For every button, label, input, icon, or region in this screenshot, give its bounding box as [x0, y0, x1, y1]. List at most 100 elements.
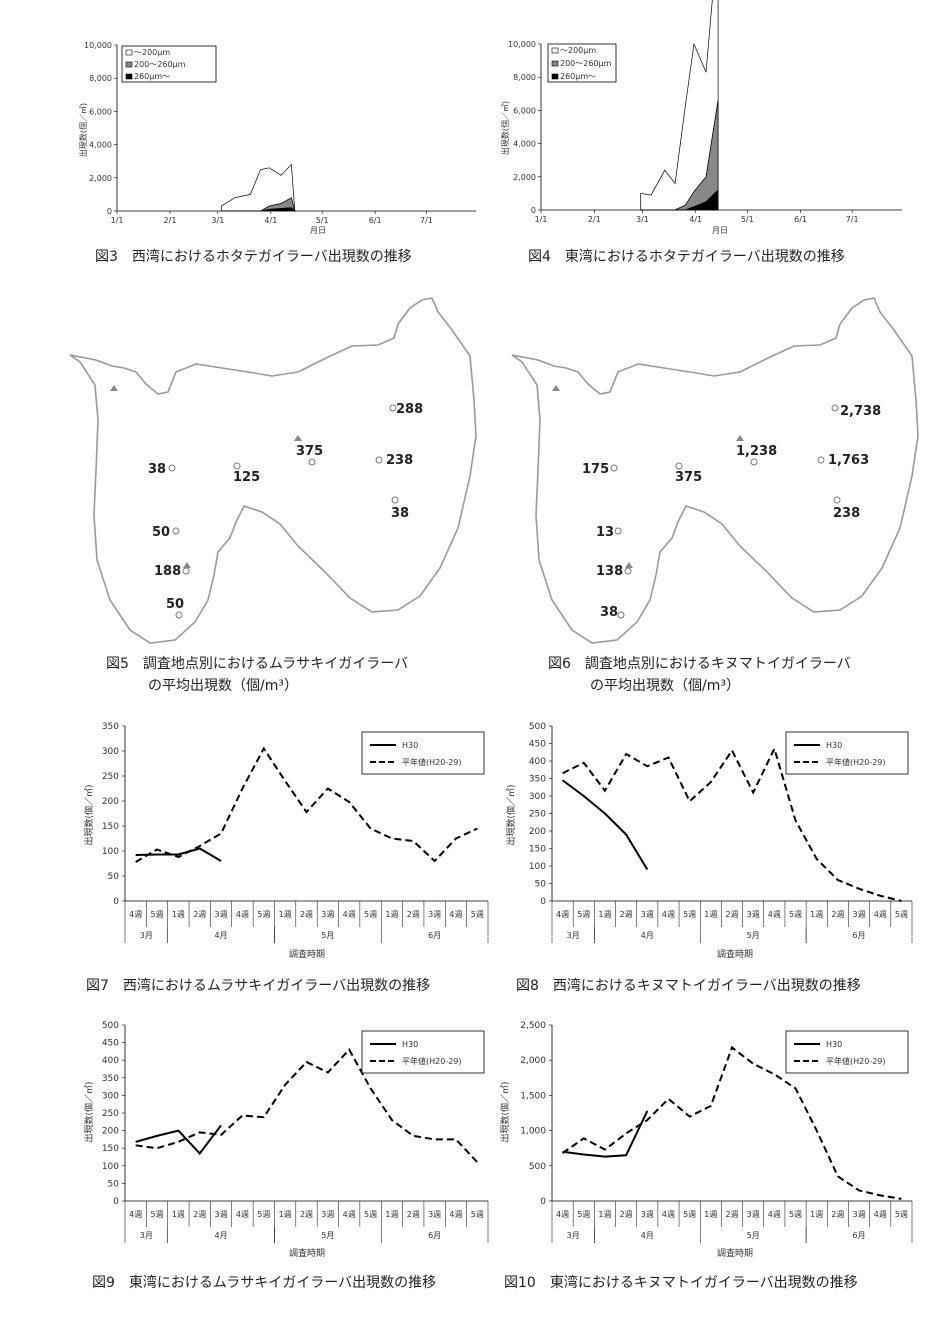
fig7-y-tick-label: 0: [113, 897, 119, 907]
fig6-station-circle: [833, 496, 841, 504]
fig5-station-label: 188: [154, 564, 181, 579]
fig4-legend-swatch-3: [551, 73, 559, 80]
fig6-station-label: 1,763: [828, 453, 869, 468]
fig6-caption-line2: の平均出現数（個/m³）: [590, 678, 740, 694]
fig7-month-label: 6月: [428, 931, 441, 940]
fig6-station-label: 375: [675, 470, 702, 485]
fig10-week-label: 5週: [683, 1210, 696, 1219]
fig9-week-label: 1週: [385, 1210, 398, 1219]
fig10-month-label: 5月: [747, 1231, 760, 1240]
fig9-xlabel: 調査時期: [289, 1247, 325, 1259]
fig3-x-tick-label: 5/1: [316, 216, 329, 225]
fig8-week-label: 2週: [831, 910, 844, 919]
fig9-series-h30: [135, 1124, 222, 1156]
fig8-week-label: 4週: [556, 910, 569, 919]
fig7-xlabel: 調査時期: [289, 948, 325, 960]
fig7-week-label: 4週: [129, 910, 142, 919]
fig4-legend-1: ～200μm: [560, 46, 596, 55]
fig9-caption: 図9 東湾におけるムラサキイガイラーバ出現数の推移: [92, 1274, 436, 1291]
fig3-x-tick-label: 1/1: [111, 216, 124, 225]
fig8-y-tick-label: 500: [529, 722, 546, 732]
fig8-month-label: 4月: [641, 931, 654, 940]
fig5-caption-line1: 図5 調査地点別におけるムラサキイガイラーバ: [106, 656, 408, 672]
fig4-legend-box: [547, 43, 617, 83]
fig7-y-tick-label: 100: [102, 847, 119, 857]
fig8-week-label: 5週: [683, 910, 696, 919]
fig9-ylabel: 出現数(個／㎥): [83, 1081, 95, 1142]
fig10-y-tick-label: 500: [529, 1162, 546, 1172]
fig8-y-tick-label: 150: [529, 845, 546, 855]
fig9-week-label: 2週: [300, 1210, 313, 1219]
fig8-series-h30: [561, 779, 649, 871]
fig4-x-tick-label: 7/1: [846, 215, 859, 224]
fig10-week-label: 2週: [725, 1210, 738, 1219]
fig7-series-average: [135, 746, 478, 863]
fig5-station-circle: [168, 464, 176, 472]
fig7-week-label: 2週: [193, 910, 206, 919]
fig9-y-tick-label: 250: [102, 1109, 119, 1119]
fig4-chart: 出現数(個／㎥) 月日 ～200μm 200～260μm 260μm～ 0 2,0…: [500, 0, 902, 235]
fig8-y-tick-label: 0: [540, 897, 546, 907]
fig7-chart: 出現数(個／㎥) 調査時期 0 50 100 150 200 250 300 350 4週 5週 1…: [83, 722, 489, 960]
fig3-x-tick-label: 2/1: [164, 216, 177, 225]
fig9-week-label: 3週: [428, 1210, 441, 1219]
fig3-legend-2: 200～260μm: [134, 60, 186, 69]
fig4-x-tick-label: 4/1: [689, 215, 702, 224]
fig8-month-label: 6月: [853, 931, 866, 940]
fig9-month-label: 5月: [321, 1231, 334, 1240]
fig10-ylabel: 出現数(個／㎥): [499, 1081, 511, 1142]
fig9-legend-h30: H30: [402, 1040, 418, 1049]
fig9-week-label: 5週: [364, 1210, 377, 1219]
fig5-station-label: 238: [386, 453, 413, 468]
fig9-month-label: 6月: [428, 1231, 441, 1240]
fig10-chart: 出現数(個／㎥) 調査時期 0 500 1,000 1,500 2,000 2,500 4週…: [499, 1021, 913, 1259]
fig9-y-tick-label: 300: [102, 1091, 119, 1101]
fig9-week-label: 4週: [129, 1210, 142, 1219]
fig10-week-label: 4週: [662, 1210, 675, 1219]
fig8-y-tick-label: 450: [529, 740, 546, 750]
fig7-legend-average: 平年値(H20-29): [402, 757, 462, 767]
fig4-y-tick-label: 0: [531, 206, 536, 215]
fig3-legend-3: 260μm～: [134, 72, 170, 81]
fig8-y-tick-label: 200: [529, 827, 546, 837]
fig9-week-label: 4週: [236, 1210, 249, 1219]
fig3-legend-swatch-3: [125, 73, 133, 80]
fig4-legend-2: 200～260μm: [560, 59, 612, 68]
fig9-week-label: 2週: [407, 1210, 420, 1219]
fig5-station-label: 375: [296, 444, 323, 459]
fig3-x-tick-label: 4/1: [264, 216, 277, 225]
fig8-legend-h30: H30: [826, 741, 842, 750]
fig6-station-label: 1,238: [736, 444, 777, 459]
fig7-week-label: 4週: [236, 910, 249, 919]
fig5-station-label: 288: [396, 402, 423, 417]
fig8-week-label: 3週: [747, 910, 760, 919]
fig5-station-circle: [175, 611, 183, 619]
fig4-x-tick-label: 3/1: [636, 215, 649, 224]
fig5-station-circle: [391, 496, 399, 504]
fig8-week-label: 4週: [768, 910, 781, 919]
fig6-station-label: 38: [600, 605, 618, 620]
fig4-x-tick-label: 6/1: [794, 215, 807, 224]
fig9-y-tick-label: 50: [108, 1179, 120, 1189]
fig7-month-label: 4月: [215, 931, 228, 940]
fig10-month-label: 6月: [853, 1231, 866, 1240]
fig9-chart: 出現数(個／㎥) 調査時期 0 50 100 150 200 250 300 350 400 45…: [83, 1021, 489, 1259]
fig6-station-circle: [624, 567, 632, 575]
fig3-x-tick-label: 6/1: [369, 216, 382, 225]
fig4-y-tick-label: 4,000: [513, 140, 536, 149]
fig7-y-tick-label: 50: [108, 872, 120, 882]
fig3-y-tick-label: 10,000: [84, 41, 112, 50]
fig10-legend-box: [785, 1030, 909, 1074]
fig8-y-tick-label: 50: [535, 880, 547, 890]
fig9-month-label: 4月: [215, 1231, 228, 1240]
fig7-legend-h30: H30: [402, 741, 418, 750]
fig6-station-label: 2,738: [840, 404, 881, 419]
fig10-week-label: 5週: [789, 1210, 802, 1219]
fig3-legend-swatch-2: [125, 61, 133, 68]
fig3-caption: 図3 西湾におけるホタテガイラーバ出現数の推移: [95, 248, 412, 265]
fig4-series-3: [640, 189, 719, 211]
fig8-month-label: 3月: [567, 931, 580, 940]
fig10-y-tick-label: 0: [540, 1197, 546, 1207]
fig10-y-tick-label: 1,000: [520, 1127, 546, 1137]
fig8-week-label: 3週: [853, 910, 866, 919]
